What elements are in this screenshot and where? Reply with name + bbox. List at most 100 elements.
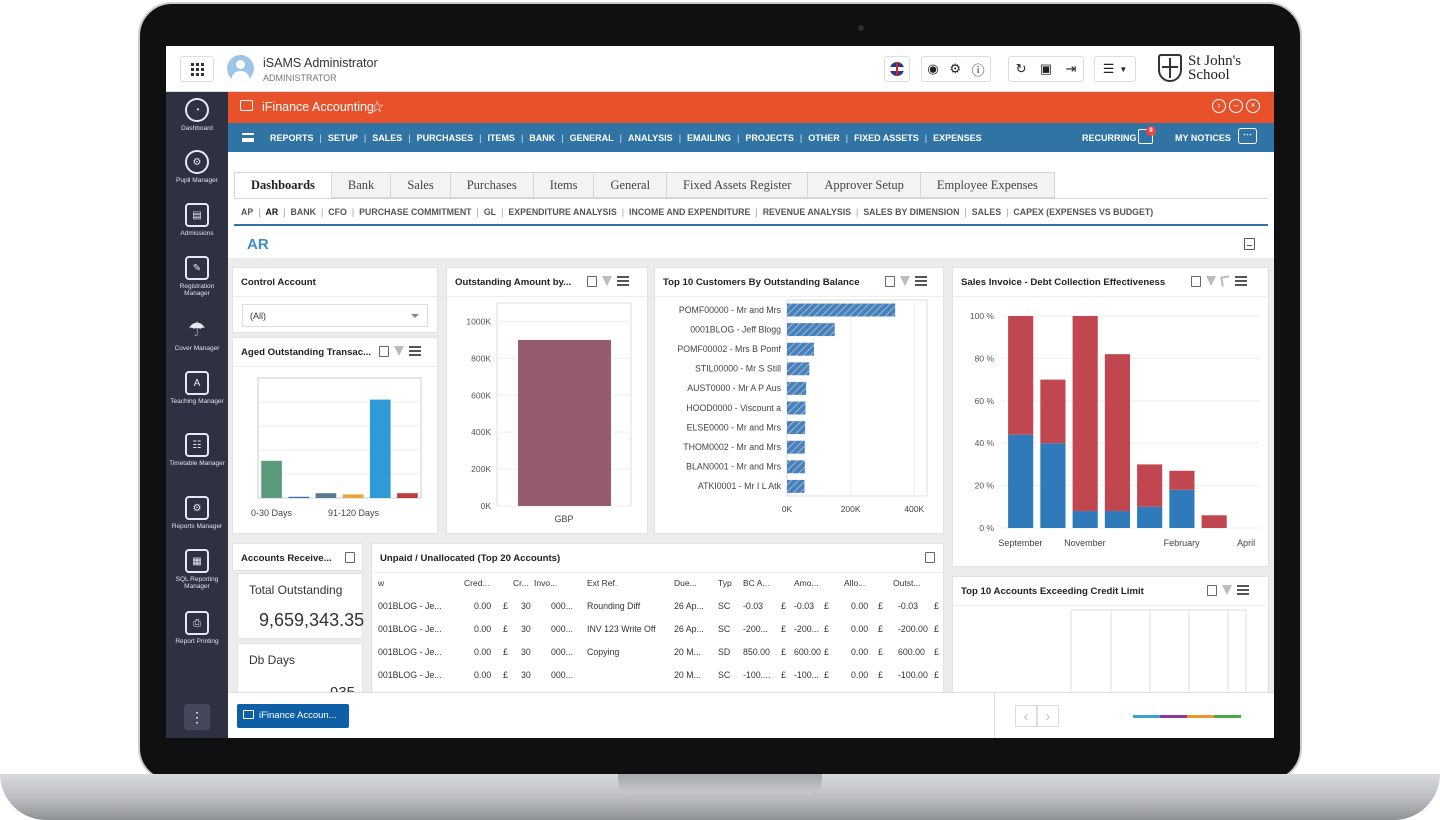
gear-icon[interactable]: ⚙: [949, 61, 961, 76]
list-icon[interactable]: [1235, 276, 1247, 286]
filter-icon[interactable]: [602, 276, 612, 286]
column-header[interactable]: Cred...: [464, 578, 490, 588]
subtab[interactable]: CAPEX (EXPENSES VS BUDGET): [1013, 207, 1154, 217]
subtab[interactable]: SALES: [971, 207, 1002, 217]
menu-item[interactable]: OTHER: [808, 133, 840, 143]
subtab[interactable]: GL: [483, 207, 497, 217]
favorite-star-icon[interactable]: ☆: [370, 99, 385, 116]
chevron-right-icon[interactable]: ›: [1037, 705, 1059, 727]
nav-item-reports-manager[interactable]: ⚙ Reports Manager: [166, 496, 228, 530]
list-icon[interactable]: [409, 346, 421, 356]
filter-icon[interactable]: [1222, 585, 1232, 595]
subtab[interactable]: EXPENDITURE ANALYSIS: [508, 207, 617, 217]
more-menu-button[interactable]: ⋮: [184, 704, 210, 730]
menu-item[interactable]: ITEMS: [487, 133, 515, 143]
control-account-select[interactable]: (All): [242, 304, 428, 327]
tab[interactable]: Bank: [331, 172, 392, 198]
subtab[interactable]: BANK: [290, 207, 316, 217]
menu-item[interactable]: GENERAL: [569, 133, 614, 143]
menu-item[interactable]: REPORTS: [270, 133, 314, 143]
tab[interactable]: Approver Setup: [808, 172, 921, 198]
menu-item[interactable]: BANK: [529, 133, 556, 143]
column-header[interactable]: Allo...: [844, 578, 866, 588]
export-icon[interactable]: [345, 552, 355, 563]
nav-item-report-printing[interactable]: ⎙ Report Printing: [166, 611, 228, 645]
pin-icon[interactable]: [1220, 275, 1231, 287]
app-launcher-button[interactable]: [180, 56, 214, 82]
export-icon[interactable]: [1191, 276, 1201, 287]
menu-item[interactable]: PURCHASES: [416, 133, 474, 143]
subtab[interactable]: PURCHASE COMMITMENT: [359, 207, 472, 217]
subtab[interactable]: INCOME AND EXPENDITURE: [629, 207, 751, 217]
menu-item[interactable]: SALES: [372, 133, 403, 143]
my-notices-link[interactable]: MY NOTICES: [1175, 133, 1231, 143]
list-icon[interactable]: [617, 276, 629, 286]
minimize-icon[interactable]: –: [1229, 99, 1243, 113]
nav-item-teaching-manager[interactable]: A Teaching Manager: [166, 371, 228, 405]
user-settings-icon[interactable]: ◉: [927, 61, 939, 76]
table-cell: £: [824, 624, 829, 634]
export-icon[interactable]: [379, 346, 389, 357]
tab[interactable]: General: [594, 172, 668, 198]
lock-icon[interactable]: ▣: [1039, 61, 1053, 76]
list-icon[interactable]: [1237, 585, 1249, 595]
column-header[interactable]: w: [378, 578, 385, 588]
column-header[interactable]: Invo...: [534, 578, 558, 588]
nav-item-dashboard[interactable]: ◔ Dashboard: [166, 98, 228, 132]
tab[interactable]: Items: [533, 172, 595, 198]
export-icon[interactable]: [587, 276, 597, 287]
refresh-icon[interactable]: ↻: [1015, 61, 1027, 76]
nav-item-registration-manager[interactable]: ✎ Registration Manager: [166, 256, 228, 297]
menu-item[interactable]: ANALYSIS: [628, 133, 673, 143]
filter-icon[interactable]: [1206, 276, 1216, 286]
menu-item[interactable]: FIXED ASSETS: [854, 133, 919, 143]
close-icon[interactable]: ×: [1246, 99, 1260, 113]
tab[interactable]: Sales: [391, 172, 451, 198]
recurring-link[interactable]: RECURRING: [1082, 133, 1137, 143]
tab[interactable]: Dashboards: [234, 172, 332, 198]
column-header[interactable]: BC A...: [743, 578, 770, 588]
restore-icon[interactable]: ›: [1212, 99, 1226, 113]
menu-item[interactable]: EMAILING: [687, 133, 732, 143]
subtab[interactable]: CFO: [328, 207, 347, 217]
language-button[interactable]: [884, 56, 910, 82]
subtab[interactable]: AP: [241, 207, 254, 217]
column-header[interactable]: Ext Ref.: [587, 578, 618, 588]
chevron-left-icon[interactable]: ‹: [1015, 705, 1037, 727]
avatar[interactable]: [227, 55, 254, 82]
nav-item-cover-manager[interactable]: ☂ Cover Manager: [174, 318, 220, 353]
subtab[interactable]: REVENUE ANALYSIS: [762, 207, 852, 217]
info-icon[interactable]: ⓘ: [971, 62, 985, 78]
menu-item[interactable]: EXPENSES: [933, 133, 982, 143]
chat-icon[interactable]: ⋯: [1238, 128, 1257, 144]
filter-icon[interactable]: [394, 346, 404, 356]
column-header[interactable]: Outst...: [893, 578, 921, 588]
task-ifinance-button[interactable]: iFinance Accoun...: [237, 704, 349, 728]
column-header[interactable]: Typ: [718, 578, 732, 588]
list-menu-button[interactable]: ☰ ▼: [1094, 56, 1136, 82]
export-icon[interactable]: [885, 276, 895, 287]
export-icon[interactable]: [925, 552, 935, 563]
hamburger-icon[interactable]: [242, 133, 254, 142]
subtab[interactable]: SALES BY DIMENSION: [863, 207, 960, 217]
menu-item[interactable]: SETUP: [327, 133, 358, 143]
nav-item-admissions[interactable]: ▤ Admissions: [166, 203, 228, 237]
nav-item-pupil-manager[interactable]: ⚙ Pupil Manager: [166, 150, 228, 184]
menu-item[interactable]: PROJECTS: [745, 133, 794, 143]
calendar-icon[interactable]: [1138, 129, 1153, 144]
list-icon[interactable]: [915, 276, 927, 286]
export-icon[interactable]: [1207, 585, 1217, 596]
filter-icon[interactable]: [900, 276, 910, 286]
export-icon[interactable]: [1244, 238, 1255, 250]
panel-title: Top 10 Accounts Exceeding Credit Limit: [961, 586, 1144, 597]
tab[interactable]: Purchases: [450, 172, 534, 198]
column-header[interactable]: Amo...: [794, 578, 819, 588]
tab[interactable]: Fixed Assets Register: [667, 172, 809, 198]
column-header[interactable]: Due...: [674, 578, 697, 588]
nav-item-sql-reporting[interactable]: ▦ SQL Reporting Manager: [166, 549, 228, 590]
subtab[interactable]: AR: [265, 207, 279, 217]
nav-item-timetable-manager[interactable]: ☷ Timetable Manager: [166, 433, 228, 467]
logout-icon[interactable]: ⇥: [1065, 61, 1077, 76]
tab[interactable]: Employee Expenses: [920, 172, 1055, 198]
column-header[interactable]: Cr...: [513, 578, 529, 588]
